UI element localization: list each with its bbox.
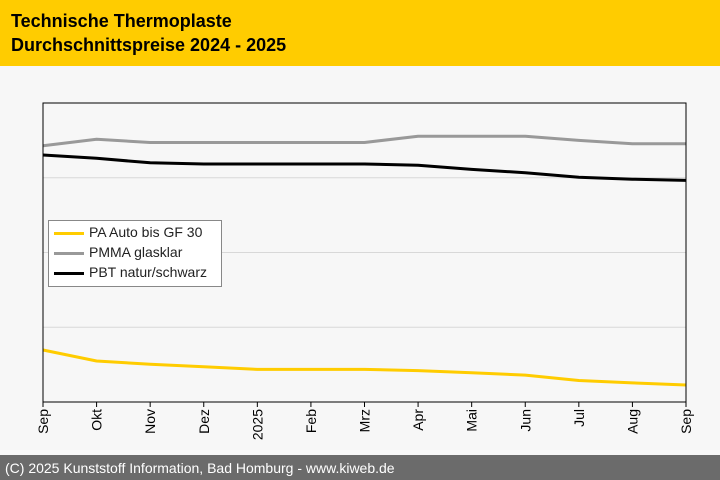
legend-label: PMMA glasklar (89, 244, 183, 260)
legend-item: PBT natur/schwarz (49, 263, 221, 283)
footer-bar: (C) 2025 Kunststoff Information, Bad Hom… (0, 455, 720, 480)
legend-item: PMMA glasklar (49, 243, 221, 263)
header-banner: Technische Thermoplaste Durchschnittspre… (0, 0, 720, 66)
x-tick-label: Sep (35, 409, 51, 434)
chart-area: Sep Okt Nov Dez 2025 Feb Mrz Apr Mai Jun Jul Aug Sep… (0, 66, 720, 454)
x-tick-label: Sep (678, 409, 694, 434)
legend-swatch (54, 232, 84, 235)
legend-item: PA Auto bis GF 30 (49, 223, 221, 243)
chart-title: Technische Thermoplaste (11, 11, 232, 31)
x-tick-label: Dez (196, 409, 212, 434)
copyright-text: (C) 2025 Kunststoff Information, Bad Hom… (5, 460, 395, 476)
series-line-0 (42, 348, 687, 387)
x-tick-label: 2025 (249, 409, 265, 440)
x-tick-label: Mai (464, 409, 480, 432)
series-line-2 (42, 153, 687, 182)
legend-swatch (54, 272, 84, 275)
series-line-1 (42, 134, 686, 148)
x-tick-label: Jun (517, 409, 533, 432)
chart-legend: PA Auto bis GF 30 PMMA glasklar PBT natur/… (48, 220, 222, 287)
x-tick-label: Jul (571, 409, 587, 427)
x-tick-label: Apr (410, 409, 426, 431)
chart-subtitle: Durchschnittspreise 2024 - 2025 (11, 35, 287, 55)
legend-label: PBT natur/schwarz (89, 264, 208, 280)
x-tick-label: Feb (303, 409, 319, 433)
x-tick-label: Okt (89, 409, 105, 431)
x-tick-label: Aug (624, 409, 640, 434)
legend-swatch (54, 252, 84, 255)
legend-label: PA Auto bis GF 30 (89, 224, 203, 240)
x-tick-label: Nov (142, 409, 158, 434)
x-tick-label: Mrz (357, 409, 373, 432)
